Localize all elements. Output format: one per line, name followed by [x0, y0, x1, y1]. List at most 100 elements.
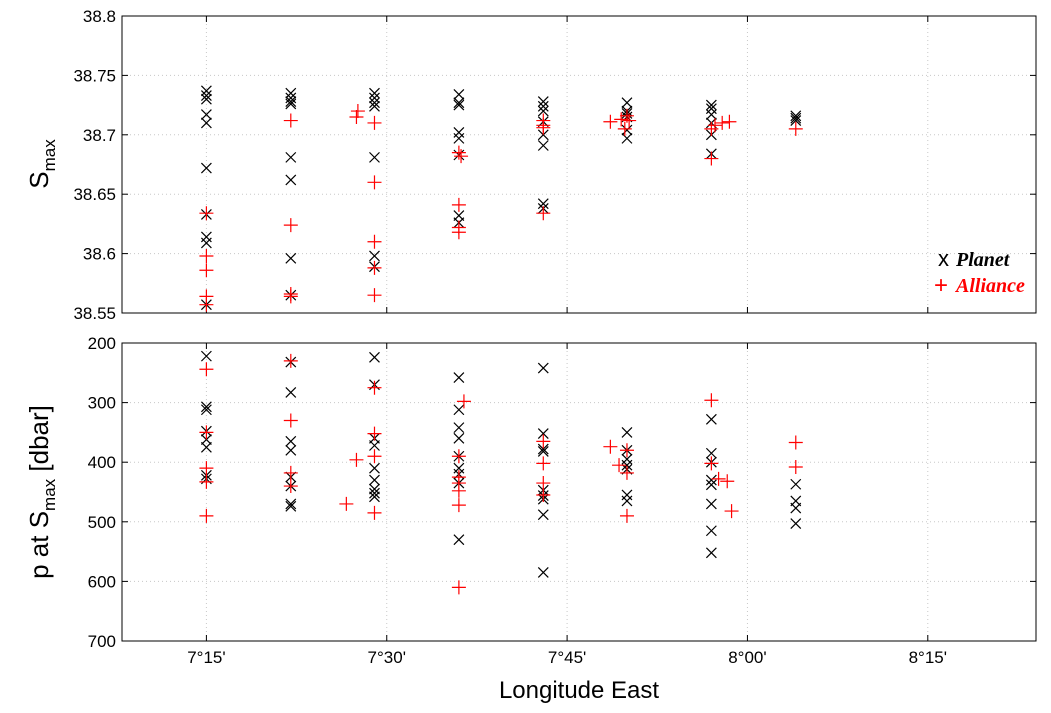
- alliance-marker: [199, 362, 214, 377]
- y-tick-label: 38.55: [73, 304, 116, 323]
- pressure-axes-frame: [121, 342, 1037, 642]
- alliance-marker: [704, 393, 719, 408]
- alliance-marker: [788, 435, 803, 450]
- planet-marker: [369, 491, 380, 503]
- alliance-marker: [283, 218, 298, 233]
- alliance-marker: [283, 479, 298, 494]
- planet-marker: [200, 350, 212, 362]
- planet-marker: [621, 459, 633, 471]
- planet-marker: [369, 250, 380, 262]
- alliance-marker: [711, 471, 726, 486]
- alliance-marker: [199, 508, 214, 523]
- planet-marker: [537, 198, 549, 210]
- alliance-marker: [367, 234, 382, 249]
- salinity-y-ticks: 38.55 38.6 38.65 38.7 38.75 38.8: [73, 7, 116, 323]
- planet-marker: [369, 100, 380, 112]
- x-axis-ticks: 7°15' 7°30' 7°45' 8°00' 8°15': [187, 648, 947, 667]
- planet-marker: [790, 110, 802, 122]
- planet-marker: [285, 498, 297, 510]
- planet-marker: [285, 174, 297, 186]
- planet-marker: [453, 97, 465, 109]
- planet-marker: [200, 93, 212, 105]
- planet-marker: [285, 87, 297, 99]
- alliance-marker: [451, 498, 466, 513]
- planet-marker: [537, 362, 549, 374]
- planet-marker: [790, 518, 802, 530]
- y-tick-label: 700: [88, 632, 116, 651]
- planet-marker: [705, 479, 717, 491]
- planet-marker: [705, 474, 717, 486]
- alliance-marker: [283, 113, 298, 128]
- planet-marker: [369, 97, 380, 109]
- alliance-marker: [454, 149, 469, 164]
- alliance-marker: [707, 118, 722, 133]
- planet-marker: [537, 96, 549, 107]
- planet-marker: [200, 441, 212, 453]
- planet-marker: [537, 509, 549, 521]
- alliance-marker: [349, 452, 364, 467]
- x-tick-label: 8°00': [728, 648, 766, 667]
- alliance-marker: [603, 114, 618, 129]
- alliance-marker: [199, 297, 214, 312]
- planet-marker: [621, 132, 633, 144]
- alliance-marker: [619, 465, 634, 480]
- salinity-plot-area: [122, 16, 1036, 313]
- pressure-alliance-markers: [199, 353, 803, 595]
- planet-marker: [537, 100, 549, 112]
- planet-marker: [285, 96, 297, 107]
- alliance-marker: [451, 449, 466, 464]
- salinity-alliance-markers: [199, 104, 803, 312]
- planet-marker: [285, 387, 297, 398]
- alliance-marker: [720, 474, 735, 489]
- planet-marker: [369, 351, 380, 363]
- planet-marker: [200, 404, 212, 416]
- planet-marker: [369, 151, 380, 163]
- salinity-y-axis-label: Smax: [24, 139, 59, 189]
- alliance-marker: [536, 120, 551, 135]
- x-tick-label: 7°45': [548, 648, 586, 667]
- alliance-marker: [350, 104, 365, 119]
- alliance-marker: [715, 115, 730, 130]
- planet-marker: [705, 447, 717, 459]
- alliance-marker: [367, 380, 382, 395]
- pressure-y-ticks: 200 300 400 500 600 700: [88, 334, 116, 651]
- alliance-marker: [722, 114, 737, 129]
- salinity-axes-frame: [121, 15, 1037, 314]
- planet-marker: [790, 478, 802, 490]
- pressure-y-label-suffix: [dbar]: [24, 405, 54, 479]
- x-tick-label: 7°15': [187, 648, 225, 667]
- alliance-marker: [199, 206, 214, 221]
- pressure-y-label-main: p at S: [24, 511, 54, 579]
- planet-marker: [285, 500, 297, 512]
- y-tick-label: 38.75: [73, 66, 116, 85]
- alliance-marker: [199, 474, 214, 489]
- alliance-marker: [451, 483, 466, 498]
- alliance-marker: [704, 151, 719, 166]
- planet-marker: [369, 462, 380, 474]
- planet-marker: [537, 428, 549, 440]
- alliance-marker: [283, 465, 298, 480]
- alliance-marker: [367, 115, 382, 130]
- planet-marker: [621, 124, 633, 136]
- legend-planet-label: Planet: [955, 249, 1011, 271]
- planet-marker: [621, 426, 633, 438]
- planet-marker: [790, 112, 802, 124]
- alliance-marker: [619, 443, 634, 458]
- planet-marker: [537, 129, 549, 141]
- planet-marker: [285, 98, 297, 110]
- planet-marker: [200, 85, 212, 97]
- salinity-y-label-main: S: [24, 171, 54, 188]
- alliance-marker: [367, 505, 382, 520]
- x-tick-label: 8°15': [909, 648, 947, 667]
- planet-marker: [537, 446, 549, 457]
- alliance-marker: [724, 504, 739, 519]
- alliance-marker: [199, 461, 214, 476]
- alliance-marker: [451, 580, 466, 595]
- alliance-marker: [704, 121, 719, 136]
- planet-marker: [285, 252, 297, 264]
- planet-marker: [200, 109, 212, 121]
- alliance-marker: [456, 394, 471, 409]
- y-tick-label: 38.6: [83, 245, 116, 264]
- planet-marker: [369, 487, 380, 499]
